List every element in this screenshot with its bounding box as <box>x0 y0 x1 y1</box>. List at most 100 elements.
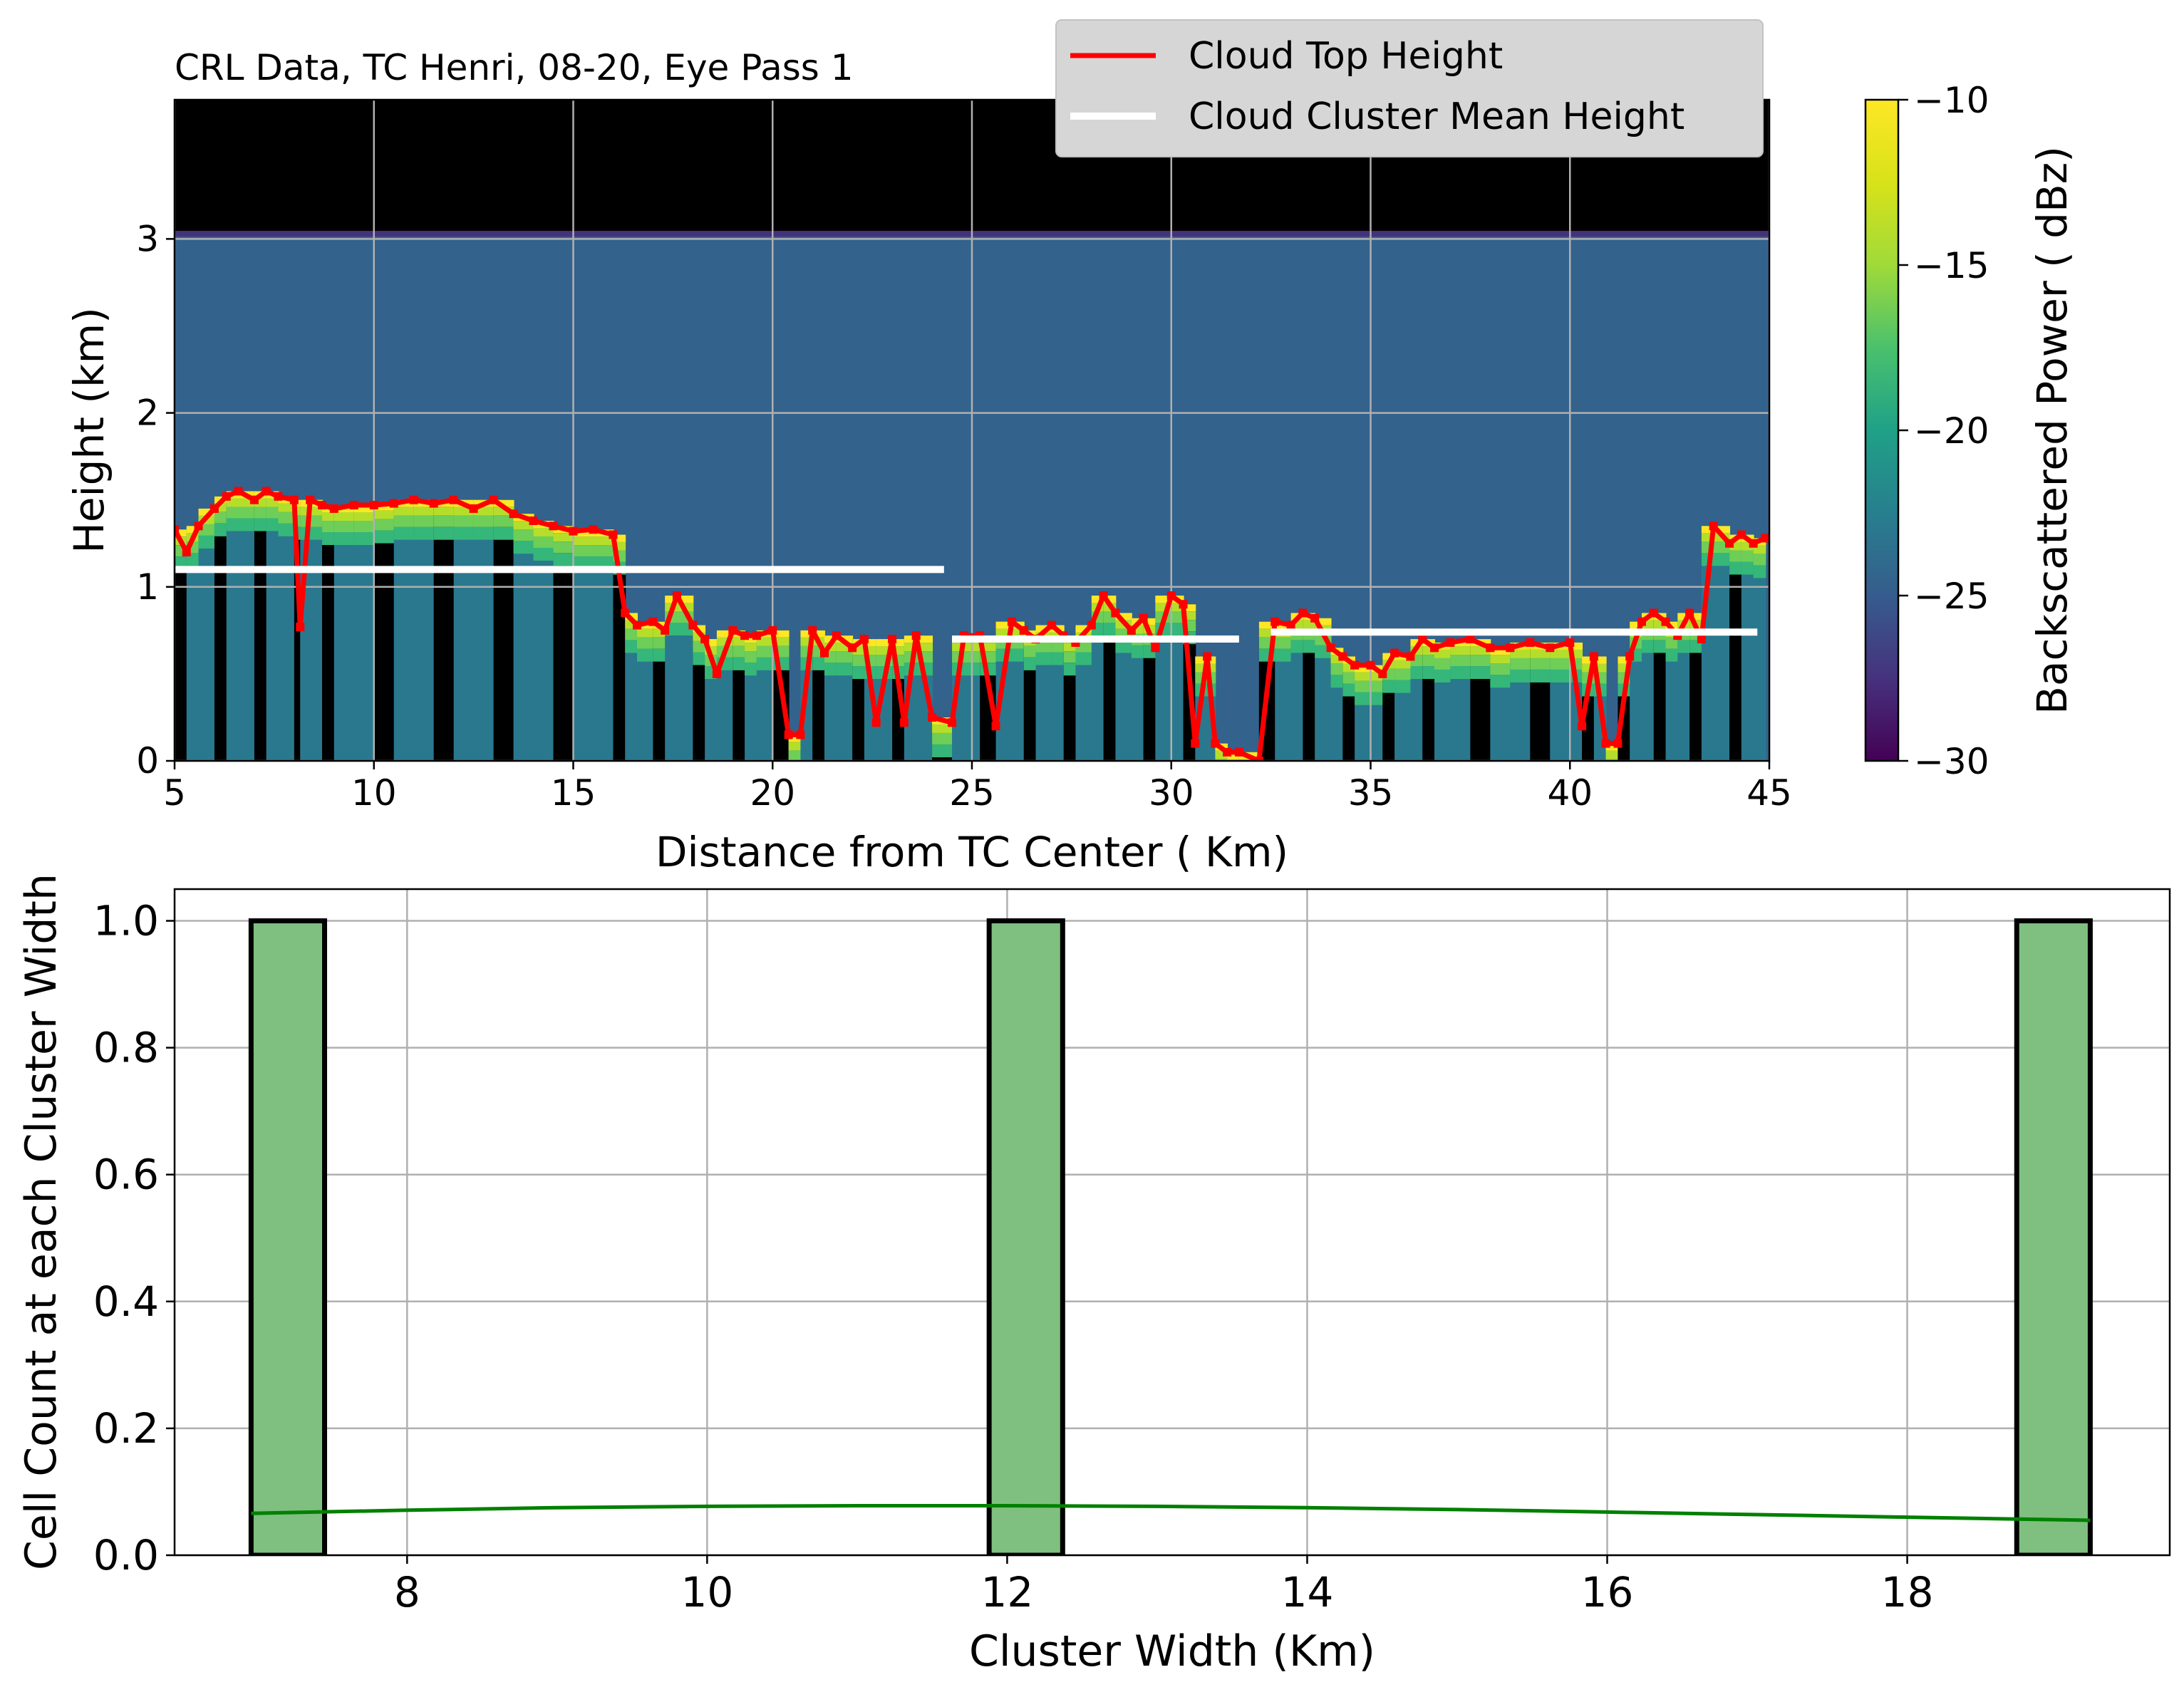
cloud-echo-band <box>186 526 200 534</box>
cloud-echo-band <box>1227 752 1240 759</box>
cloud-top-height-point <box>1326 643 1335 653</box>
cloud-echo-band <box>1023 645 1037 658</box>
cloud-top-height-point <box>1254 757 1263 761</box>
cloud-echo-band <box>593 545 614 557</box>
cloud-top-height-point <box>1286 621 1295 630</box>
cloud-echo-band <box>756 645 774 658</box>
cloud-top-height-point <box>1406 652 1415 661</box>
cloud-columns <box>175 491 1766 784</box>
cloud-echo-band <box>1275 648 1292 662</box>
radar-xtick-label: 45 <box>1746 772 1792 814</box>
radar-ytick-label: 0 <box>136 740 159 782</box>
cloud-top-height-point <box>429 499 438 508</box>
cloud-echo-band <box>693 652 706 665</box>
cloud-echo-band <box>1510 669 1531 683</box>
cloud-top-height-point <box>859 635 869 644</box>
cloud-echo-band <box>573 529 594 537</box>
cloud-echo-band <box>800 630 814 638</box>
cloud-echo-band <box>1741 550 1754 562</box>
cloud-echo-band <box>788 742 802 751</box>
cloud-echo-band <box>1570 642 1583 650</box>
cloud-echo-band <box>1582 656 1595 664</box>
histogram-kde <box>251 1504 2091 1522</box>
cloud-echo-band <box>373 510 395 519</box>
cloud-echo-band <box>553 541 574 554</box>
cloud-top-height-point <box>569 526 578 536</box>
cloud-column <box>473 499 495 761</box>
cloud-top-height-point <box>848 643 857 653</box>
cloud-echo-band <box>932 732 953 744</box>
cloud-top-height-point <box>899 718 909 727</box>
cloud-echo-band <box>198 508 215 516</box>
cloud-echo-band <box>653 637 666 649</box>
cloud-top-height-point <box>1366 660 1375 670</box>
cloud-echo-band <box>1091 596 1104 603</box>
cloud-top-height-point <box>389 499 398 508</box>
cloud-column <box>266 491 279 761</box>
histogram-xtick-label: 18 <box>1881 1568 1934 1616</box>
radar-panel: 5 10 15 20 25 30 35 40 45 0 1 2 3 CRL Data, TC Henri… <box>65 19 2076 876</box>
cloud-top-height-point <box>609 530 618 539</box>
cloud-column <box>186 526 200 761</box>
cloud-echo-band <box>1713 526 1731 534</box>
cloud-column <box>1753 538 1766 761</box>
cloud-top-height-point <box>1761 534 1769 543</box>
cloud-echo-band <box>333 512 355 521</box>
radar-xtick-label: 10 <box>351 772 397 814</box>
cloud-echo-band <box>473 515 495 527</box>
cloud-echo-band <box>613 534 626 542</box>
cloud-echo-band <box>1729 561 1742 575</box>
cloud-echo-band <box>1290 640 1304 653</box>
cloud-echo-band <box>1490 655 1511 664</box>
cloud-echo-band <box>1605 743 1619 751</box>
cloud-top-height-point <box>489 495 498 504</box>
cloud-column <box>226 491 239 761</box>
colorbar-label: Backscattered Power ( dBz) <box>2028 146 2076 715</box>
cloud-top-height-point <box>209 504 219 513</box>
cloud-echo-band <box>353 521 375 533</box>
radar-xlabel: Distance from TC Center ( Km) <box>656 828 1288 876</box>
histogram-panel: 8 10 12 14 16 18 0.0 0.2 0.4 0.6 0.8 1.0 Cluster Wi… <box>16 873 2171 1676</box>
cloud-top-height-point <box>1649 608 1658 618</box>
cloud-top-height-point <box>409 495 418 504</box>
cloud-echo-band <box>214 523 227 536</box>
cloud-top-height-point <box>832 631 841 640</box>
cloud-top-height-point <box>262 487 271 496</box>
radar-series <box>175 487 1769 761</box>
cloud-echo-band <box>1131 645 1144 658</box>
cloud-echo-band <box>513 529 534 541</box>
cloud-echo-band <box>1355 680 1372 692</box>
cloud-column <box>373 503 395 761</box>
cloud-top-height-point <box>1546 643 1555 653</box>
cloud-top-height-point <box>1709 521 1718 531</box>
cloud-top-height-point <box>1087 621 1096 630</box>
histogram-xtick-label: 8 <box>394 1568 420 1616</box>
cloud-echo-band <box>1641 640 1655 653</box>
cloud-echo-band <box>1434 669 1451 683</box>
cloud-echo-band <box>756 657 774 670</box>
cloud-echo-band <box>1729 550 1742 562</box>
cloud-echo-band <box>453 526 475 540</box>
cloud-echo-band <box>493 499 514 507</box>
histogram-xtick-label: 14 <box>1281 1568 1334 1616</box>
cloud-echo-band <box>573 545 594 557</box>
cloud-echo-band <box>1713 553 1731 566</box>
cloud-echo-band <box>1677 640 1691 653</box>
cloud-echo-band <box>1510 649 1531 658</box>
cloud-echo-band <box>1422 666 1436 680</box>
cloud-echo-band <box>1355 672 1372 681</box>
cloud-echo-band <box>413 507 435 516</box>
cloud-echo-band <box>904 635 917 643</box>
cloud-echo-band <box>373 530 395 544</box>
cloud-top-height-point <box>948 718 957 727</box>
cloud-echo-band <box>1103 623 1117 635</box>
cloud-echo-band <box>1550 649 1571 658</box>
cloud-echo-band <box>393 507 415 516</box>
cloud-echo-band <box>433 515 455 527</box>
cloud-echo-band <box>1215 771 1228 784</box>
cloud-column <box>665 596 678 761</box>
histogram-ytick-label: 0.0 <box>93 1531 159 1579</box>
cloud-echo-band <box>637 648 654 662</box>
radar-title: CRL Data, TC Henri, 08-20, Eye Pass 1 <box>175 47 854 88</box>
cloud-echo-band <box>1370 692 1384 705</box>
